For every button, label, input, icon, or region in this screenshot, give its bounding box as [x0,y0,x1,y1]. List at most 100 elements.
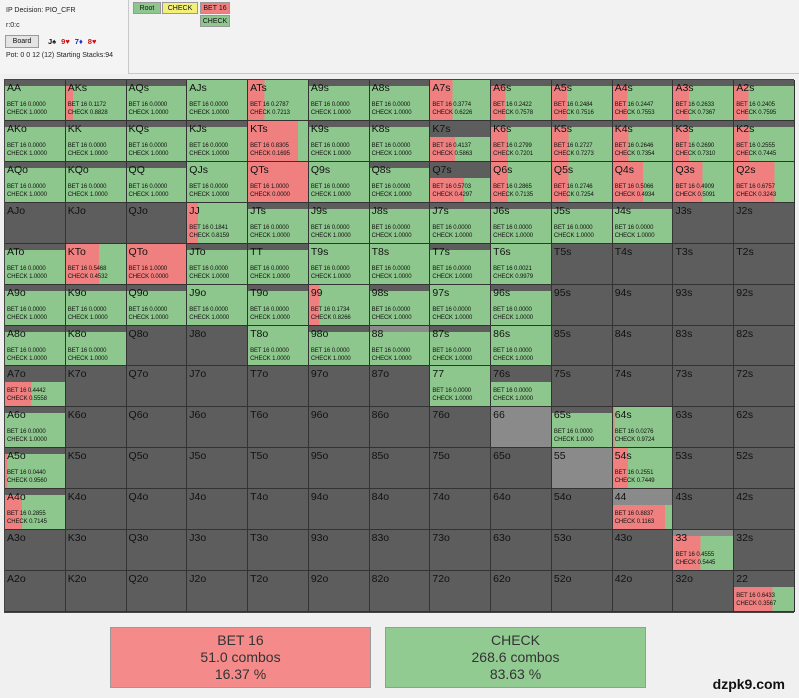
hand-cell-87o[interactable]: 87o [369,366,431,408]
hand-cell-qts[interactable]: BET 16 1.0000 CHECK 0.0000 QTs [248,161,309,203]
hand-cell-tt[interactable]: BET 16 0.0000 CHECK 1.0000 TT [248,243,309,285]
hand-cell-32o[interactable]: 32o [673,571,735,612]
hand-cell-99[interactable]: BET 16 0.1734 CHECK 0.8266 99 [308,284,370,326]
hand-cell-a5s[interactable]: BET 16 0.2484 CHECK 0.7516 A5s [551,80,613,121]
hand-cell-t3o[interactable]: T3o [248,530,309,572]
hand-cell-76o[interactable]: 76o [430,407,492,449]
hand-cell-a9o[interactable]: BET 16 0.0000 CHECK 1.0000 A9o [5,284,66,326]
hand-cell-k9o[interactable]: BET 16 0.0000 CHECK 1.0000 K9o [65,284,127,326]
tree-node-check[interactable]: CHECK [162,2,198,14]
hand-cell-44[interactable]: BET 16 0.8837 CHECK 0.1163 44 [612,489,674,531]
hand-cell-75o[interactable]: 75o [430,448,492,490]
hand-cell-62s[interactable]: 62s [734,407,795,449]
hand-cell-kqs[interactable]: BET 16 0.0000 CHECK 1.0000 KQs [126,120,188,162]
hand-cell-t5o[interactable]: T5o [248,448,309,490]
hand-cell-t7s[interactable]: BET 16 0.0000 CHECK 1.0000 T7s [430,243,492,285]
hand-cell-j6o[interactable]: J6o [187,407,249,449]
hand-cell-k8s[interactable]: BET 16 0.0000 CHECK 1.0000 K8s [369,120,431,162]
hand-cell-43s[interactable]: 43s [673,489,735,531]
hand-cell-83s[interactable]: 83s [673,325,735,367]
hand-cell-q3o[interactable]: Q3o [126,530,188,572]
hand-cell-a4o[interactable]: BET 16 0.2855 CHECK 0.7145 A4o [5,489,66,531]
hand-cell-k7s[interactable]: BET 16 0.4137 CHECK 0.5863 K7s [430,120,492,162]
hand-cell-a8s[interactable]: BET 16 0.0000 CHECK 1.0000 A8s [369,80,431,121]
hand-cell-aks[interactable]: BET 16 0.1172 CHECK 0.8828 AKs [65,80,127,121]
hand-cell-t4s[interactable]: T4s [612,243,674,285]
tree-node-bet[interactable]: BET 16 [200,2,230,14]
hand-cell-t6o[interactable]: T6o [248,407,309,449]
hand-cell-qjo[interactable]: QJo [126,202,188,244]
hand-cell-74s[interactable]: 74s [612,366,674,408]
hand-cell-42o[interactable]: 42o [612,571,674,612]
hand-cell-k4s[interactable]: BET 16 0.2646 CHECK 0.7354 K4s [612,120,674,162]
hand-cell-kqo[interactable]: BET 16 0.0000 CHECK 1.0000 KQo [65,161,127,203]
hand-cell-a6o[interactable]: BET 16 0.0000 CHECK 1.0000 A6o [5,407,66,449]
hand-cell-k3o[interactable]: K3o [65,530,127,572]
hand-cell-a3s[interactable]: BET 16 0.2633 CHECK 0.7367 A3s [673,80,735,121]
hand-cell-92s[interactable]: 92s [734,284,795,326]
hand-cell-85s[interactable]: 85s [551,325,613,367]
hand-cell-65s[interactable]: BET 16 0.0000 CHECK 1.0000 65s [551,407,613,449]
hand-cell-72o[interactable]: 72o [430,571,492,612]
hand-cell-64o[interactable]: 64o [491,489,552,531]
hand-cell-65o[interactable]: 65o [491,448,552,490]
hand-cell-84o[interactable]: 84o [369,489,431,531]
hand-cell-73s[interactable]: 73s [673,366,735,408]
hand-cell-93s[interactable]: 93s [673,284,735,326]
hand-cell-q8o[interactable]: Q8o [126,325,188,367]
hand-cell-j2s[interactable]: J2s [734,202,795,244]
hand-cell-97o[interactable]: 97o [308,366,370,408]
hand-cell-92o[interactable]: 92o [308,571,370,612]
hand-cell-t2s[interactable]: T2s [734,243,795,285]
hand-cell-t9s[interactable]: BET 16 0.0000 CHECK 1.0000 T9s [308,243,370,285]
hand-cell-j2o[interactable]: J2o [187,571,249,612]
hand-cell-k7o[interactable]: K7o [65,366,127,408]
hand-cell-j4s[interactable]: BET 16 0.0000 CHECK 1.0000 J4s [612,202,674,244]
hand-cell-43o[interactable]: 43o [612,530,674,572]
hand-cell-75s[interactable]: 75s [551,366,613,408]
hand-cell-kjs[interactable]: BET 16 0.0000 CHECK 1.0000 KJs [187,120,249,162]
hand-cell-95s[interactable]: 95s [551,284,613,326]
hand-cell-k5o[interactable]: K5o [65,448,127,490]
hand-cell-64s[interactable]: BET 16 0.0276 CHECK 0.9724 64s [612,407,674,449]
hand-cell-q6o[interactable]: Q6o [126,407,188,449]
hand-cell-86s[interactable]: BET 16 0.0000 CHECK 1.0000 86s [491,325,552,367]
hand-cell-k6o[interactable]: K6o [65,407,127,449]
hand-cell-jto[interactable]: BET 16 0.0000 CHECK 1.0000 JTo [187,243,249,285]
hand-cell-q5o[interactable]: Q5o [126,448,188,490]
hand-cell-k4o[interactable]: K4o [65,489,127,531]
hand-cell-98s[interactable]: BET 16 0.0000 CHECK 1.0000 98s [369,284,431,326]
hand-cell-j3s[interactable]: J3s [673,202,735,244]
hand-cell-k5s[interactable]: BET 16 0.2727 CHECK 0.7273 K5s [551,120,613,162]
tree-node-root[interactable]: Root [133,2,161,14]
hand-cell-72s[interactable]: 72s [734,366,795,408]
hand-cell-63o[interactable]: 63o [491,530,552,572]
hand-cell-77[interactable]: BET 16 0.0000 CHECK 1.0000 77 [430,366,492,408]
hand-cell-82s[interactable]: 82s [734,325,795,367]
hand-cell-42s[interactable]: 42s [734,489,795,531]
hand-cell-qto[interactable]: BET 16 1.0000 CHECK 0.0000 QTo [126,243,188,285]
hand-cell-q4s[interactable]: BET 16 0.5066 CHECK 0.4934 Q4s [612,161,674,203]
hand-cell-a9s[interactable]: BET 16 0.0000 CHECK 1.0000 A9s [308,80,370,121]
hand-cell-86o[interactable]: 86o [369,407,431,449]
hand-cell-54o[interactable]: 54o [551,489,613,531]
hand-cell-93o[interactable]: 93o [308,530,370,572]
hand-cell-53s[interactable]: 53s [673,448,735,490]
hand-cell-k8o[interactable]: BET 16 0.0000 CHECK 1.0000 K8o [65,325,127,367]
hand-cell-k2s[interactable]: BET 16 0.2555 CHECK 0.7445 K2s [734,120,795,162]
hand-cell-q4o[interactable]: Q4o [126,489,188,531]
hand-cell-ako[interactable]: BET 16 0.0000 CHECK 1.0000 AKo [5,120,66,162]
hand-cell-22[interactable]: BET 16 0.6433 CHECK 0.3567 22 [734,571,795,612]
hand-cell-t9o[interactable]: BET 16 0.0000 CHECK 1.0000 T9o [248,284,309,326]
hand-cell-95o[interactable]: 95o [308,448,370,490]
hand-cell-74o[interactable]: 74o [430,489,492,531]
hand-cell-q8s[interactable]: BET 16 0.0000 CHECK 1.0000 Q8s [369,161,431,203]
hand-cell-j5s[interactable]: BET 16 0.0000 CHECK 1.0000 J5s [551,202,613,244]
hand-cell-ats[interactable]: BET 16 0.2787 CHECK 0.7213 ATs [248,80,309,121]
hand-cell-k9s[interactable]: BET 16 0.0000 CHECK 1.0000 K9s [308,120,370,162]
hand-cell-a7s[interactable]: BET 16 0.3774 CHECK 0.6226 A7s [430,80,492,121]
hand-cell-q9o[interactable]: BET 16 0.0000 CHECK 1.0000 Q9o [126,284,188,326]
tree-node-check-response[interactable]: CHECK [200,15,230,27]
hand-cell-54s[interactable]: BET 16 0.2551 CHECK 0.7449 54s [612,448,674,490]
hand-cell-jj[interactable]: BET 16 0.1841 CHECK 0.8159 JJ [187,202,249,244]
